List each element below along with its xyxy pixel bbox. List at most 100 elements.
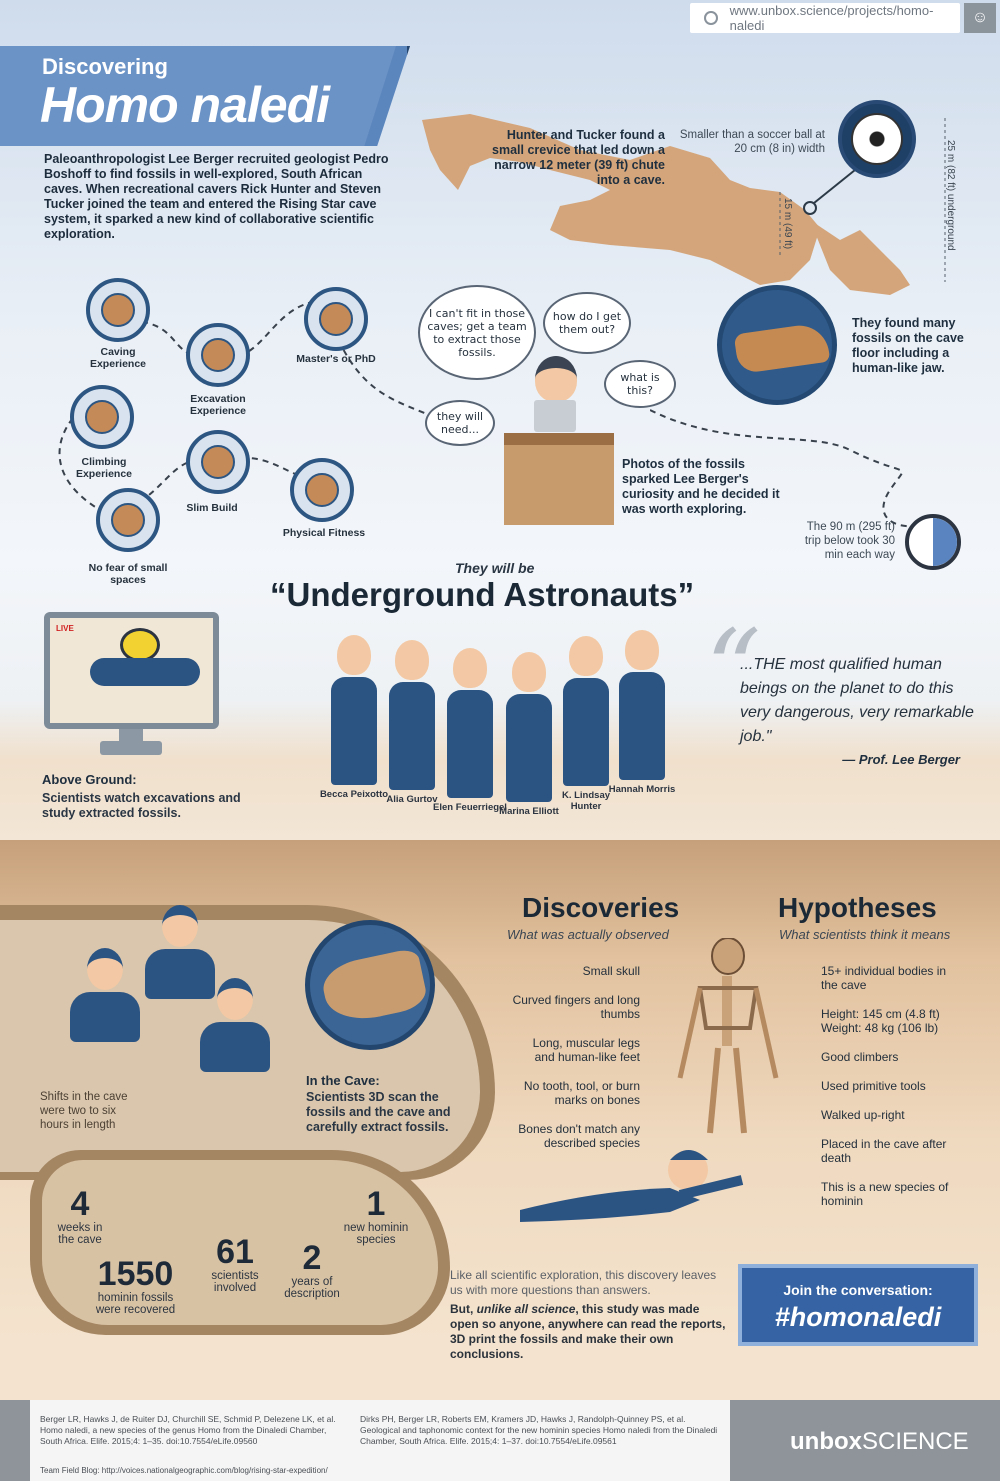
helmet-icon <box>120 628 160 662</box>
astronaut-name: K. Lindsay Hunter <box>561 790 611 812</box>
underground-astronauts-title: “Underground Astronauts” <box>270 576 695 613</box>
face-icon <box>569 636 603 676</box>
hypothesis-item: Walked up-right <box>821 1108 905 1122</box>
crawling-caver <box>520 1150 744 1222</box>
skill-caving <box>86 278 150 342</box>
brand-part-b: SCIENCE <box>862 1428 969 1455</box>
hypothesis-item: Good climbers <box>821 1050 899 1064</box>
thought-bubble-how: how do I get them out? <box>543 292 631 354</box>
ball-size-text: Smaller than a soccer ball at 20 cm (8 i… <box>679 129 825 155</box>
astronaut-name: Marina Elliott <box>499 806 559 817</box>
graduation-cap-icon <box>319 302 353 336</box>
in-cave-text: Scientists 3D scan the fossils and the c… <box>306 1090 451 1134</box>
crevice-text: Hunter and Tucker found a small crevice … <box>492 128 665 187</box>
reference-1: Berger LR, Hawks J, de Ruiter DJ, Church… <box>40 1414 336 1446</box>
astronaut-lindsay: K. Lindsay Hunter <box>560 636 612 812</box>
desk <box>504 433 614 525</box>
astronaut-name: Elen Feuerriegel <box>433 802 507 813</box>
face-icon <box>625 630 659 670</box>
skill-no-fear-label: No fear of small spaces <box>88 562 168 586</box>
cave-cross-section <box>422 114 946 295</box>
face-icon <box>453 648 487 688</box>
intro-paragraph: Paleoanthropologist Lee Berger recruited… <box>44 152 389 241</box>
skill-masters-label: Master's or PhD <box>296 353 376 365</box>
climber-icon <box>85 400 119 434</box>
stopwatch-icon <box>905 514 961 570</box>
skill-fitness <box>290 458 354 522</box>
weightlifter-icon <box>305 473 339 507</box>
stat-number: 1 <box>366 1185 386 1223</box>
discovery-item: Long, muscular legs and human-like feet <box>532 1036 640 1064</box>
hypothesis-item: Placed in the cave after death <box>821 1137 947 1165</box>
soccer-ball-icon <box>851 113 903 165</box>
stat-number: 1550 <box>97 1255 174 1293</box>
discoveries-subtitle: What was actually observed <box>507 927 669 942</box>
small-space-icon <box>111 503 145 537</box>
monitor-screen: LIVE <box>50 618 213 723</box>
join-conversation-box[interactable]: Join the conversation: #homonaledi <box>738 1264 978 1346</box>
skill-fitness-label: Physical Fitness <box>282 527 366 539</box>
face-icon <box>337 635 371 675</box>
skill-masters <box>304 287 368 351</box>
url-box[interactable]: www.unbox.science/projects/homo-naledi <box>690 3 960 33</box>
stat-fossils: 1550 hominin fossils were recovered <box>88 1256 183 1316</box>
stat-years: 2 years of description <box>282 1240 342 1300</box>
skill-caving-label: Caving Experience <box>89 346 147 370</box>
brand-part-a: unbox <box>790 1428 862 1455</box>
discoveries-title: Discoveries <box>522 892 680 923</box>
live-indicator: LIVE <box>56 624 74 633</box>
hypotheses-title: Hypotheses <box>778 892 937 923</box>
face-icon <box>512 652 546 692</box>
bone-icon <box>201 338 235 372</box>
discovery-item: Small skull <box>582 964 640 978</box>
unbox-logo-icon[interactable]: ☺ <box>964 3 996 33</box>
references-box: Berger LR, Hawks J, de Ruiter DJ, Church… <box>30 1400 730 1481</box>
field-blog-link[interactable]: Team Field Blog: http://voices.nationalg… <box>40 1466 328 1475</box>
stat-label: new hominin species <box>343 1222 409 1246</box>
shifts-text: Shifts in the cave were two to six hours… <box>40 1091 128 1131</box>
jaw-circle <box>717 285 837 405</box>
skeleton-icon <box>677 938 779 1134</box>
quote-mark-icon: “ <box>705 606 762 734</box>
unbox-science-brand[interactable]: unboxSCIENCE <box>790 1428 969 1456</box>
astronaut-elen: Elen Feuerriegel <box>433 648 507 813</box>
they-will-be: They will be <box>455 560 535 576</box>
berger-quote: ...THE most qualified human beings on th… <box>740 656 974 745</box>
discovery-item: Curved fingers and long thumbs <box>512 993 640 1021</box>
banner-title: Homo naledi <box>40 77 330 133</box>
reference-2: Dirks PH, Berger LR, Roberts EM, Kramers… <box>360 1414 718 1446</box>
hypothesis-item: 15+ individual bodies in the cave <box>821 964 947 992</box>
skill-slim <box>186 430 250 494</box>
above-ground-text: Scientists watch excavations and study e… <box>42 791 241 820</box>
hashtag[interactable]: #homonaledi <box>774 1302 942 1332</box>
skill-slim-label: Slim Build <box>186 502 238 514</box>
hiker-icon <box>101 293 135 327</box>
scan-circle <box>305 920 435 1050</box>
join-label: Join the conversation: <box>783 1282 933 1298</box>
worker-camera <box>145 905 215 1005</box>
worker-laptop <box>70 948 140 1048</box>
stats-room <box>42 1160 438 1325</box>
monitor-stand <box>119 729 143 743</box>
trip-text: The 90 m (295 ft) trip below took 30 min… <box>804 521 895 561</box>
depth-label: 25 m (82 ft) underground <box>945 140 956 251</box>
astronaut-marina: Marina Elliott <box>499 652 559 817</box>
stat-scientists: 61 scientists involved <box>205 1234 265 1294</box>
photos-text: Photos of the fossils sparked Lee Berger… <box>622 457 780 516</box>
stat-number: 4 <box>70 1185 90 1223</box>
banner-subtitle: Discovering <box>42 54 168 79</box>
astronaut-becca: Becca Peixotto <box>320 635 388 800</box>
hypothesis-item: Used primitive tools <box>821 1079 926 1093</box>
monitor-base <box>100 741 162 755</box>
astronaut-name: Becca Peixotto <box>319 789 389 800</box>
crevice-marker <box>803 201 817 215</box>
skill-excavation-label: Excavation Experience <box>189 393 247 417</box>
skill-excavation <box>186 323 250 387</box>
url-text[interactable]: www.unbox.science/projects/homo-naledi <box>729 3 934 33</box>
url-bar: www.unbox.science/projects/homo-naledi ☺ <box>0 0 1000 38</box>
discovery-item: No tooth, tool, or burn marks on bones <box>523 1079 640 1107</box>
caver-body <box>90 658 200 686</box>
cave-lower <box>810 220 910 295</box>
hypothesis-item: This is a new species of hominin <box>821 1180 949 1208</box>
hypothesis-item: Height: 145 cm (4.8 ft) Weight: 48 kg (1… <box>821 1007 940 1035</box>
